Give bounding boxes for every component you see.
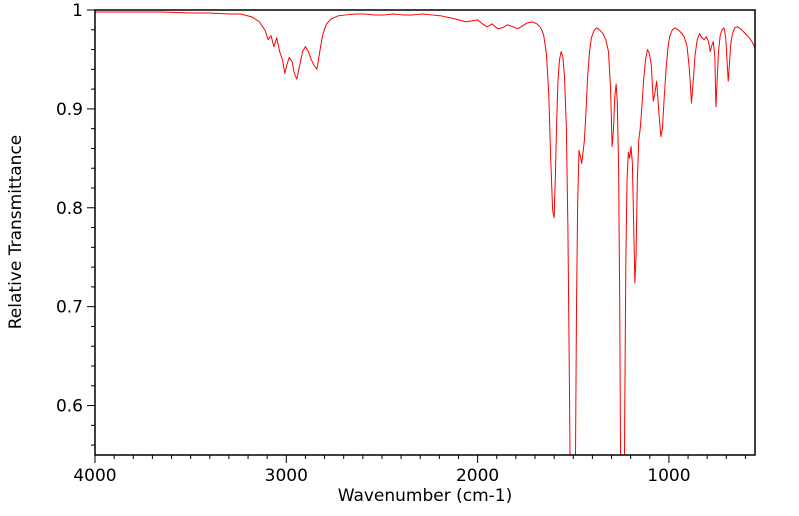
y-axis-label: Relative Transmittance xyxy=(6,134,26,330)
svg-text:0.6: 0.6 xyxy=(56,397,83,417)
svg-text:4000: 4000 xyxy=(73,466,116,486)
svg-text:0.9: 0.9 xyxy=(56,100,83,120)
svg-text:1000: 1000 xyxy=(647,466,690,486)
svg-text:3000: 3000 xyxy=(265,466,308,486)
svg-text:0.7: 0.7 xyxy=(56,298,83,318)
svg-text:2000: 2000 xyxy=(456,466,499,486)
svg-text:0.8: 0.8 xyxy=(56,199,83,219)
x-axis-label: Wavenumber (cm-1) xyxy=(337,486,513,506)
svg-text:1: 1 xyxy=(72,1,83,21)
